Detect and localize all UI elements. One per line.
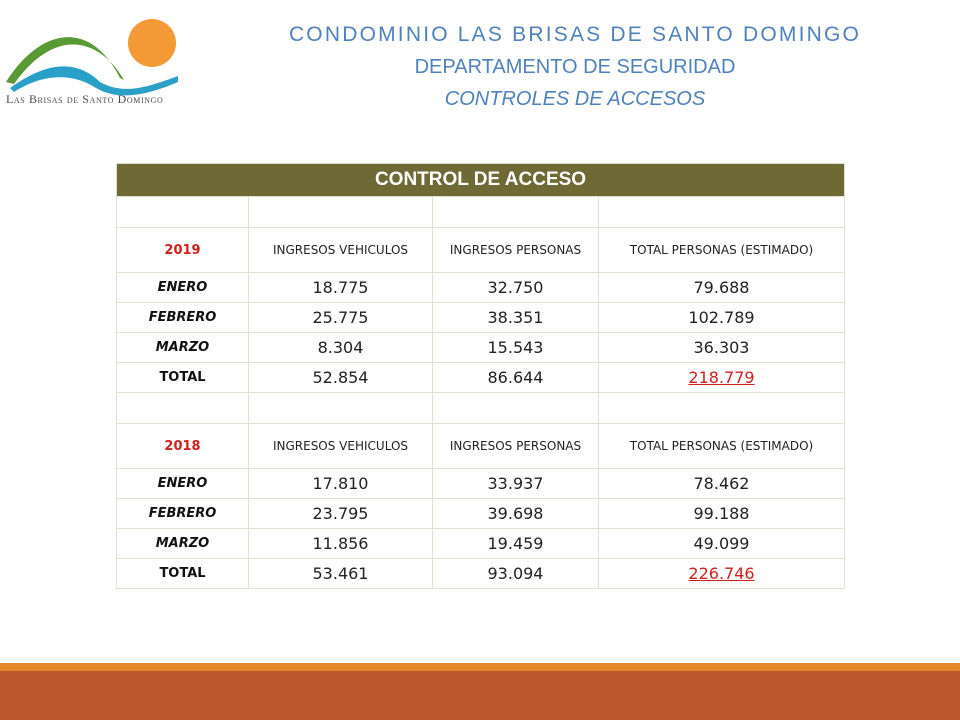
table-row: ENERO 18.775 32.750 79.688 — [116, 272, 845, 303]
footer-accent-bar — [0, 663, 960, 671]
footer-bar — [0, 671, 960, 720]
grand-total-value: 226.746 — [598, 558, 845, 589]
vehiculos-value: 18.775 — [248, 272, 433, 303]
month-label: MARZO — [116, 528, 249, 559]
access-control-table: CONTROL DE ACCESO 2019 INGRESOS VEHICULO… — [116, 163, 845, 589]
month-label: MARZO — [116, 332, 249, 363]
vehiculos-total: 53.461 — [248, 558, 433, 589]
table-row-header-2018: 2018 INGRESOS VEHICULOS INGRESOS PERSONA… — [116, 423, 845, 469]
total-value: 79.688 — [598, 272, 845, 303]
vehiculos-value: 11.856 — [248, 528, 433, 559]
table-row: FEBRERO 23.795 39.698 99.188 — [116, 498, 845, 529]
total-label: TOTAL — [116, 558, 249, 589]
table-row-total: TOTAL 52.854 86.644 218.779 — [116, 362, 845, 393]
empty-cell — [432, 196, 599, 228]
vehiculos-value: 23.795 — [248, 498, 433, 529]
personas-value: 38.351 — [432, 302, 599, 333]
year-label: 2018 — [116, 423, 249, 469]
page-header: CONDOMINIO LAS BRISAS DE SANTO DOMINGO D… — [230, 20, 920, 114]
table-row: FEBRERO 25.775 38.351 102.789 — [116, 302, 845, 333]
logo: Las Brisas de Santo Domingo — [0, 8, 190, 106]
personas-total: 86.644 — [432, 362, 599, 393]
table-row-header-2019: 2019 INGRESOS VEHICULOS INGRESOS PERSONA… — [116, 227, 845, 273]
table-title: CONTROL DE ACCESO — [116, 163, 845, 197]
grand-total-value: 218.779 — [598, 362, 845, 393]
empty-cell — [248, 196, 433, 228]
empty-cell — [116, 196, 249, 228]
empty-cell — [598, 392, 845, 424]
table-row-blank — [116, 196, 845, 228]
month-label: FEBRERO — [116, 498, 249, 529]
empty-cell — [248, 392, 433, 424]
column-header-personas: INGRESOS PERSONAS — [432, 423, 599, 469]
condominium-title: CONDOMINIO LAS BRISAS DE SANTO DOMINGO — [288, 23, 862, 46]
table-row: MARZO 11.856 19.459 49.099 — [116, 528, 845, 559]
personas-value: 19.459 — [432, 528, 599, 559]
section-title: CONTROLES DE ACCESOS — [444, 88, 706, 110]
vehiculos-total: 52.854 — [248, 362, 433, 393]
personas-value: 15.543 — [432, 332, 599, 363]
column-header-vehiculos: INGRESOS VEHICULOS — [248, 227, 433, 273]
logo-graphic — [6, 19, 178, 96]
logo-text: Las Brisas de Santo Domingo — [6, 92, 164, 106]
month-label: FEBRERO — [116, 302, 249, 333]
column-header-total: TOTAL PERSONAS (ESTIMADO) — [598, 423, 845, 469]
total-value: 99.188 — [598, 498, 845, 529]
table-row-blank — [116, 392, 845, 424]
month-label: ENERO — [116, 468, 249, 499]
empty-cell — [116, 392, 249, 424]
total-value: 102.789 — [598, 302, 845, 333]
empty-cell — [432, 392, 599, 424]
year-label: 2019 — [116, 227, 249, 273]
vehiculos-value: 17.810 — [248, 468, 433, 499]
total-value: 49.099 — [598, 528, 845, 559]
total-value: 78.462 — [598, 468, 845, 499]
column-header-vehiculos: INGRESOS VEHICULOS — [248, 423, 433, 469]
empty-cell — [598, 196, 845, 228]
vehiculos-value: 25.775 — [248, 302, 433, 333]
total-label: TOTAL — [116, 362, 249, 393]
month-label: ENERO — [116, 272, 249, 303]
department-title: DEPARTAMENTO DE SEGURIDAD — [414, 56, 736, 78]
table-row: MARZO 8.304 15.543 36.303 — [116, 332, 845, 363]
personas-value: 32.750 — [432, 272, 599, 303]
total-value: 36.303 — [598, 332, 845, 363]
personas-total: 93.094 — [432, 558, 599, 589]
personas-value: 39.698 — [432, 498, 599, 529]
column-header-personas: INGRESOS PERSONAS — [432, 227, 599, 273]
personas-value: 33.937 — [432, 468, 599, 499]
table-row: ENERO 17.810 33.937 78.462 — [116, 468, 845, 499]
column-header-total: TOTAL PERSONAS (ESTIMADO) — [598, 227, 845, 273]
vehiculos-value: 8.304 — [248, 332, 433, 363]
table-row-total: TOTAL 53.461 93.094 226.746 — [116, 558, 845, 589]
